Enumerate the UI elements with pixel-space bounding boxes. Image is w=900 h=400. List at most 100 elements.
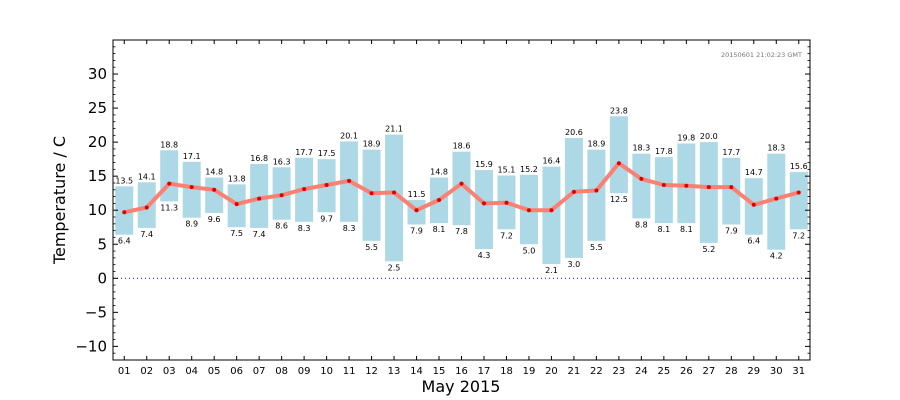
range-bar-26 bbox=[677, 143, 696, 224]
x-tick-label-31: 31 bbox=[792, 366, 805, 377]
y-tick-label: 20 bbox=[88, 133, 107, 151]
max-label-21: 20.6 bbox=[565, 128, 583, 137]
y-tick-label: 5 bbox=[97, 235, 107, 253]
x-tick-label-28: 28 bbox=[725, 366, 738, 377]
max-label-19: 15.2 bbox=[520, 165, 538, 174]
min-label-13: 2.5 bbox=[388, 263, 401, 272]
min-label-28: 7.9 bbox=[725, 227, 738, 236]
range-bar-25 bbox=[654, 157, 673, 224]
x-tick-label-08: 08 bbox=[275, 366, 288, 377]
x-tick-label-25: 25 bbox=[657, 366, 670, 377]
mean-point-12 bbox=[369, 191, 374, 196]
x-tick-label-15: 15 bbox=[433, 366, 446, 377]
min-label-12: 5.5 bbox=[365, 243, 378, 252]
timestamp-label: 20150601 21:02:23 GMT bbox=[721, 51, 802, 59]
min-label-07: 7.4 bbox=[253, 230, 266, 239]
mean-point-18 bbox=[504, 200, 509, 205]
mean-point-25 bbox=[661, 183, 666, 188]
max-label-16: 18.6 bbox=[453, 142, 471, 151]
x-axis: 01 02 03 04 05 06 07 08 09 10 11 12 13 14 15 16 17 18 19 20… bbox=[118, 40, 805, 377]
x-tick-label-18: 18 bbox=[500, 366, 513, 377]
max-label-25: 17.8 bbox=[655, 147, 673, 156]
max-label-12: 18.9 bbox=[363, 140, 381, 149]
range-bar-28 bbox=[722, 157, 741, 225]
max-label-08: 16.3 bbox=[273, 157, 291, 166]
min-label-02: 7.4 bbox=[140, 230, 153, 239]
mean-point-16 bbox=[459, 181, 464, 186]
mean-point-15 bbox=[437, 198, 442, 202]
x-tick-label-14: 14 bbox=[410, 366, 423, 377]
max-label-02: 14.1 bbox=[138, 172, 156, 181]
y-axis-title: Temperature / C bbox=[50, 136, 69, 265]
min-label-09: 8.3 bbox=[298, 224, 311, 233]
mean-point-03 bbox=[167, 181, 172, 186]
mean-point-04 bbox=[189, 185, 194, 190]
y-tick-label: 0 bbox=[97, 269, 107, 287]
max-label-26: 19.8 bbox=[677, 133, 695, 142]
mean-point-30 bbox=[774, 196, 779, 201]
max-label-27: 20.0 bbox=[700, 132, 718, 141]
x-tick-label-23: 23 bbox=[613, 366, 626, 377]
max-label-03: 18.8 bbox=[160, 140, 178, 149]
max-label-31: 15.6 bbox=[790, 162, 808, 171]
max-label-11: 20.1 bbox=[340, 131, 358, 140]
max-label-05: 14.8 bbox=[205, 168, 223, 177]
mean-point-10 bbox=[324, 183, 329, 188]
min-label-16: 7.8 bbox=[455, 227, 468, 236]
x-tick-label-01: 01 bbox=[118, 366, 131, 377]
mean-point-13 bbox=[392, 190, 397, 195]
max-label-29: 14.7 bbox=[745, 168, 763, 177]
max-label-24: 18.3 bbox=[632, 144, 650, 153]
range-bar-30 bbox=[767, 153, 786, 250]
min-label-05: 9.6 bbox=[208, 215, 221, 224]
mean-point-21 bbox=[571, 189, 576, 194]
max-label-10: 17.5 bbox=[318, 149, 336, 158]
max-label-17: 15.9 bbox=[475, 160, 493, 169]
min-label-30: 4.2 bbox=[770, 252, 783, 261]
y-tick-label: 25 bbox=[88, 99, 107, 117]
x-tick-label-13: 13 bbox=[388, 366, 401, 377]
x-tick-label-16: 16 bbox=[455, 366, 468, 377]
mean-point-24 bbox=[639, 176, 644, 181]
y-tick-label: 10 bbox=[88, 201, 107, 219]
x-tick-label-17: 17 bbox=[478, 366, 491, 377]
x-tick-label-02: 02 bbox=[140, 366, 153, 377]
min-label-10: 9.7 bbox=[320, 214, 333, 223]
x-tick-label-10: 10 bbox=[320, 366, 333, 377]
max-label-30: 18.3 bbox=[767, 144, 785, 153]
mean-point-09 bbox=[302, 187, 307, 192]
max-label-13: 21.1 bbox=[385, 125, 403, 134]
range-bar-23 bbox=[609, 116, 628, 194]
mean-point-08 bbox=[279, 193, 284, 198]
range-bar-17 bbox=[474, 170, 493, 250]
min-label-22: 5.5 bbox=[590, 243, 603, 252]
mean-point-19 bbox=[526, 208, 531, 213]
x-tick-label-20: 20 bbox=[545, 366, 558, 377]
mean-point-22 bbox=[594, 188, 599, 193]
min-label-29: 6.4 bbox=[747, 237, 760, 246]
max-label-07: 16.8 bbox=[250, 154, 268, 163]
range-bar-21 bbox=[564, 138, 583, 258]
x-tick-label-04: 04 bbox=[185, 366, 198, 377]
mean-point-23 bbox=[616, 161, 621, 166]
y-axis: −10 −5 0 5 10 15 20 25 30 bbox=[75, 46, 810, 355]
mean-point-28 bbox=[729, 185, 734, 190]
mean-point-14 bbox=[414, 208, 419, 213]
x-tick-label-21: 21 bbox=[568, 366, 581, 377]
min-label-20: 2.1 bbox=[545, 266, 558, 275]
min-label-08: 8.6 bbox=[275, 222, 288, 231]
range-bar-27 bbox=[699, 142, 718, 243]
x-tick-label-29: 29 bbox=[747, 366, 760, 377]
y-tick-label: −10 bbox=[75, 337, 107, 355]
mean-point-01 bbox=[122, 210, 127, 215]
min-label-26: 8.1 bbox=[680, 225, 693, 234]
max-label-01: 13.5 bbox=[115, 176, 133, 185]
min-label-31: 7.2 bbox=[792, 231, 805, 240]
bar-value-labels: 13.5 6.4 14.1 7.4 18.8 11.3 17.1 8.9 14.8 9.6 13.8… bbox=[115, 106, 807, 275]
x-tick-label-06: 06 bbox=[230, 366, 243, 377]
y-tick-label: 15 bbox=[88, 167, 107, 185]
y-tick-label: −5 bbox=[85, 303, 107, 321]
range-bar-04 bbox=[182, 161, 201, 218]
range-bar-24 bbox=[632, 153, 651, 219]
